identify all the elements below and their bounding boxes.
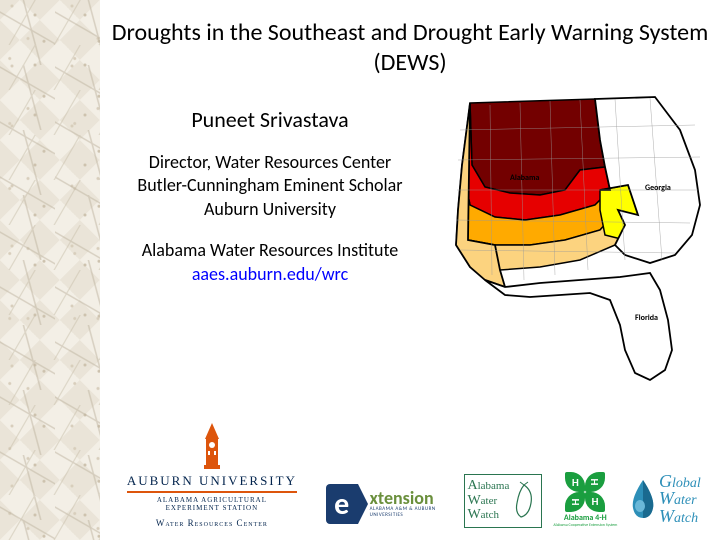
auburn-tower-icon xyxy=(196,421,228,469)
global-water-watch-logo: Global Water Watch xyxy=(629,470,720,528)
author-affiliation: Director, Water Resources Center Butler-… xyxy=(100,151,440,221)
cracked-earth-sidebar xyxy=(0,0,100,540)
author-block: Puneet Srivastava Director, Water Resour… xyxy=(100,106,440,285)
fourh-sub: Alabama Cooperative Extension System xyxy=(553,523,617,528)
alabama-water-watch-logo: Alabama Water Watch xyxy=(464,474,541,528)
author-url: aaes.auburn.edu/wrc xyxy=(100,263,440,285)
map-label-georgia: Georgia xyxy=(645,183,671,193)
drought-map: Alabama Georgia Florida xyxy=(450,95,715,385)
fourh-text: Alabama 4-H xyxy=(564,513,607,523)
author-title: Butler-Cunningham Eminent Scholar xyxy=(100,174,440,197)
alabama-4h-logo: H H H H Alabama 4-H Alabama Cooperative … xyxy=(552,472,619,528)
map-florida-outline xyxy=(485,273,672,380)
extension-text: xtension xyxy=(370,490,455,506)
water-drop-icon xyxy=(629,478,657,520)
map-label-florida: Florida xyxy=(635,313,658,323)
shrimp-icon xyxy=(511,481,537,521)
map-label-alabama: Alabama xyxy=(510,173,540,183)
auburn-wrc: Water Resources Center xyxy=(156,518,268,528)
author-name: Puneet Srivastava xyxy=(100,106,440,133)
auburn-station: ALABAMA AGRICULTURAL EXPERIMENT STATION xyxy=(157,496,267,512)
extension-logo: e xtension ALABAMA A&M & AUBURN UNIVERSI… xyxy=(326,480,455,528)
slide-content: Droughts in the Southeast and Drought Ea… xyxy=(100,0,720,540)
author-university: Auburn University xyxy=(100,198,440,221)
slide-title: Droughts in the Southeast and Drought Ea… xyxy=(100,0,720,78)
author-role: Director, Water Resources Center xyxy=(100,151,440,174)
auburn-name: AUBURN UNIVERSITY xyxy=(127,473,297,493)
extension-e-icon: e xyxy=(326,484,358,524)
clover-icon: H H H H xyxy=(565,472,605,512)
author-institute: Alabama Water Resources Institute xyxy=(100,239,440,261)
logo-row: AUBURN UNIVERSITY ALABAMA AGRICULTURAL E… xyxy=(100,408,720,528)
extension-sub: ALABAMA A&M & AUBURN UNIVERSITIES xyxy=(370,506,455,518)
auburn-university-logo: AUBURN UNIVERSITY ALABAMA AGRICULTURAL E… xyxy=(108,408,316,528)
